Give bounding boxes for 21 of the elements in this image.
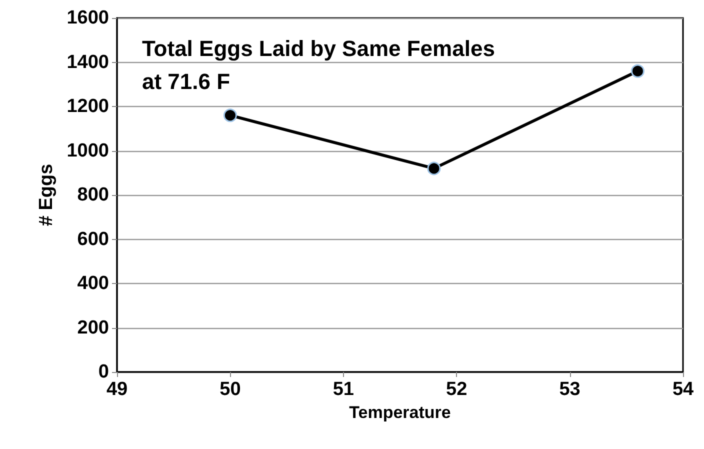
y-axis-title: # Eggs (36, 164, 57, 226)
point (427, 162, 441, 176)
y-tick-label: 400 (77, 273, 109, 294)
y-tick-label: 800 (77, 184, 109, 206)
x-tick-label: 51 (332, 379, 354, 400)
point (223, 108, 237, 122)
x-tick-label: 54 (672, 379, 694, 400)
y-tick-label: 1200 (66, 96, 109, 117)
text: Total Eggs Laid by Same Females at 71.6 F (142, 36, 495, 94)
y-tick-label: 200 (77, 317, 109, 338)
point (630, 64, 644, 78)
y-tick-label: 1000 (66, 140, 109, 162)
y-tick-label: 0 (98, 362, 109, 382)
x-tick-label: 53 (559, 379, 580, 400)
y-tick-label: 600 (77, 228, 109, 250)
x-tick-label: 50 (220, 379, 241, 400)
y-tick-label: 1600 (66, 8, 109, 28)
x-axis-title: Temperature (349, 402, 451, 422)
y-tick-label: 1400 (66, 52, 109, 73)
x-tick-label: 49 (106, 379, 128, 400)
x-tick-label: 52 (446, 379, 468, 400)
